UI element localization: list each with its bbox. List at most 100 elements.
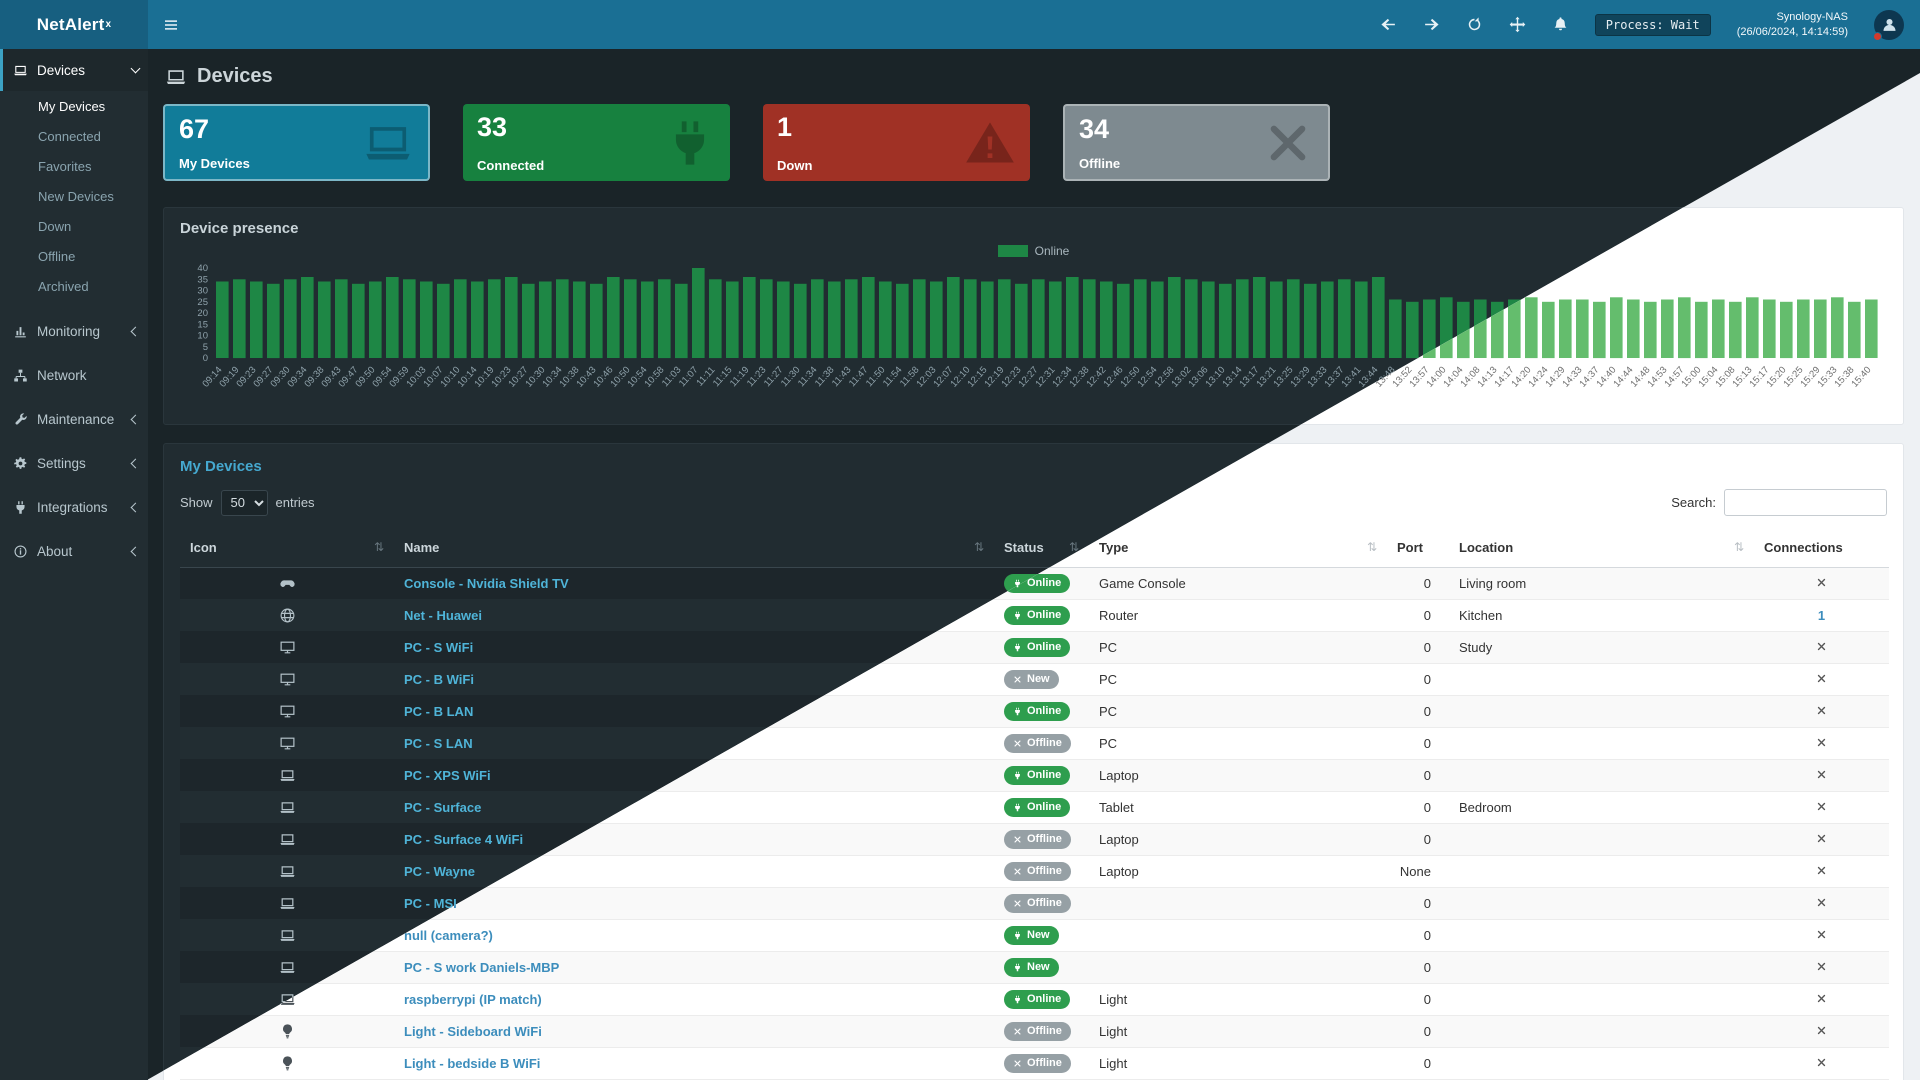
sidebar-subitem-favorites[interactable]: Favorites	[38, 158, 92, 174]
status-badge: Online	[1004, 765, 1071, 785]
sidebar-item-integrations[interactable]: Integrations	[0, 485, 148, 529]
column-header-connections[interactable]: Connections	[1754, 529, 1889, 568]
globe-icon	[279, 607, 296, 624]
delete-connection-icon[interactable]	[1816, 929, 1827, 940]
device-name-link[interactable]: Console - Nvidia Shield TV	[404, 575, 569, 591]
sidebar-item-settings[interactable]: Settings	[0, 441, 148, 485]
delete-connection-icon[interactable]	[1816, 993, 1827, 1004]
column-header-location[interactable]: Location	[1449, 529, 1754, 568]
svg-text:15:40: 15:40	[1849, 365, 1873, 390]
sidebar-item-label: Network	[37, 367, 87, 383]
sidebar-item-network[interactable]: Network	[0, 353, 148, 397]
device-name-link[interactable]: Light - bedside B WiFi	[404, 1055, 541, 1071]
sidebar-subitem-my-devices[interactable]: My Devices	[38, 98, 106, 114]
delete-connection-icon[interactable]	[1816, 865, 1827, 876]
panel-title: Device presence	[180, 220, 299, 237]
device-name-link[interactable]: raspberrypi (IP match)	[404, 991, 542, 1007]
status-badge: Offline	[1004, 1021, 1071, 1041]
delete-connection-icon[interactable]	[1816, 1025, 1827, 1036]
device-name-link[interactable]: PC - S work Daniels-MBP	[404, 959, 560, 975]
laptop-icon	[362, 117, 414, 169]
card-down[interactable]: 1 Down	[763, 104, 1030, 181]
sitemap-icon	[13, 368, 28, 383]
card-offline[interactable]: 34 Offline	[1063, 104, 1330, 181]
sort-icon[interactable]	[974, 540, 984, 554]
table-title: My Devices	[180, 458, 262, 475]
plug-icon	[1013, 803, 1022, 812]
device-type: PC	[1089, 695, 1387, 728]
device-name-link[interactable]: PC - S LAN	[404, 735, 473, 751]
refresh-icon[interactable]	[1466, 16, 1483, 33]
card-my-devices[interactable]: 67 My Devices	[163, 104, 430, 181]
delete-connection-icon[interactable]	[1816, 801, 1827, 812]
device-name-link[interactable]: Light - Sideboard WiFi	[404, 1023, 542, 1039]
device-name-link[interactable]: PC - B WiFi	[404, 671, 474, 687]
device-name-link[interactable]: PC - Surface 4 WiFi	[404, 831, 524, 847]
connections-count-link[interactable]: 1	[1817, 607, 1826, 623]
sidebar-subitem-new-devices[interactable]: New Devices	[38, 188, 114, 204]
sidebar-item-devices[interactable]: Devices	[0, 49, 148, 91]
delete-connection-icon[interactable]	[1816, 577, 1827, 588]
delete-connection-icon[interactable]	[1816, 961, 1827, 972]
device-location	[1449, 951, 1754, 984]
sidebar-item-about[interactable]: About	[0, 529, 148, 573]
page-length-select[interactable]: 50	[220, 489, 268, 516]
device-port: 0	[1387, 951, 1449, 984]
device-name-link[interactable]: PC - MSI	[404, 895, 457, 911]
avatar[interactable]	[1873, 9, 1904, 41]
card-connected[interactable]: 33 Connected	[463, 104, 730, 181]
sidebar-item-monitoring[interactable]: Monitoring	[0, 309, 148, 353]
sidebar-subitem-offline[interactable]: Offline	[38, 248, 76, 264]
device-name-link[interactable]: PC - Surface	[404, 799, 482, 815]
column-header-port[interactable]: Port	[1387, 529, 1449, 568]
device-name-link[interactable]: PC - S WiFi	[404, 639, 474, 655]
back-arrow-icon[interactable]	[1380, 16, 1397, 33]
search-input[interactable]	[1724, 489, 1887, 516]
sidebar-subitem-down[interactable]: Down	[38, 218, 72, 234]
column-header-name[interactable]: Name	[394, 529, 994, 568]
forward-arrow-icon[interactable]	[1423, 16, 1440, 33]
column-header-icon[interactable]: Icon	[180, 529, 394, 568]
status-badge: Online	[1004, 701, 1071, 721]
device-type: Laptop	[1089, 759, 1387, 792]
sidebar-item-maintenance[interactable]: Maintenance	[0, 397, 148, 441]
legend-label: Online	[1034, 244, 1070, 258]
status-badge: New	[1004, 925, 1059, 945]
device-name-link[interactable]: Net - Huawei	[404, 607, 483, 623]
delete-connection-icon[interactable]	[1816, 833, 1827, 844]
device-name-link[interactable]: PC - Wayne	[404, 863, 476, 879]
delete-connection-icon[interactable]	[1816, 1057, 1827, 1068]
device-name-link[interactable]: null (camera?)	[404, 927, 493, 943]
svg-text:0: 0	[203, 353, 208, 364]
plug-icon	[1013, 931, 1022, 940]
delete-connection-icon[interactable]	[1816, 673, 1827, 684]
delete-connection-icon[interactable]	[1816, 641, 1827, 652]
delete-connection-icon[interactable]	[1816, 705, 1827, 716]
column-header-type[interactable]: Type	[1089, 529, 1387, 568]
sort-icon[interactable]	[1734, 540, 1744, 554]
status-badge: Online	[1004, 989, 1071, 1009]
device-location: Study	[1449, 631, 1754, 664]
move-icon[interactable]	[1509, 16, 1526, 33]
sort-icon[interactable]	[374, 540, 384, 554]
delete-connection-icon[interactable]	[1816, 737, 1827, 748]
sidebar-subitem-connected[interactable]: Connected	[38, 128, 101, 144]
device-name-link[interactable]: PC - XPS WiFi	[404, 767, 491, 783]
bell-icon[interactable]	[1552, 16, 1569, 33]
sidebar-subitem-archived[interactable]: Archived	[38, 278, 89, 294]
device-name-link[interactable]: PC - B LAN	[404, 703, 474, 719]
device-location	[1449, 919, 1754, 952]
status-badge: Offline	[1004, 733, 1071, 753]
sort-icon[interactable]	[1367, 540, 1377, 554]
info-icon	[13, 544, 28, 559]
sidebar-sections: Monitoring Network Maintenance Settings …	[0, 309, 148, 573]
sidebar-toggle-button[interactable]	[148, 0, 194, 49]
card-value: 1	[777, 112, 793, 142]
delete-connection-icon[interactable]	[1816, 897, 1827, 908]
delete-connection-icon[interactable]	[1816, 769, 1827, 780]
legend-swatch-online	[997, 245, 1028, 257]
chevron-down-icon	[130, 63, 141, 74]
device-port: 0	[1387, 695, 1449, 728]
device-location	[1449, 727, 1754, 760]
